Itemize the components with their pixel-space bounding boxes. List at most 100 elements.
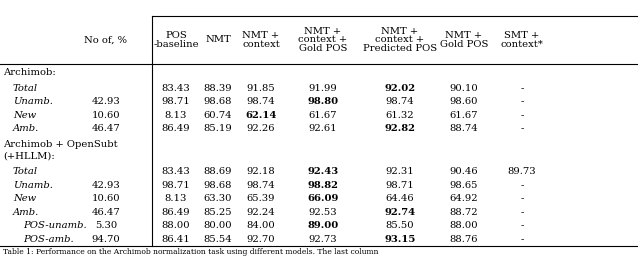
Text: 46.47: 46.47 [92, 208, 120, 217]
Text: context +: context + [298, 35, 348, 45]
Text: 98.74: 98.74 [386, 97, 414, 106]
Text: -: - [520, 84, 524, 93]
Text: 89.73: 89.73 [508, 167, 536, 176]
Text: 60.74: 60.74 [204, 111, 232, 120]
Text: 92.26: 92.26 [247, 124, 275, 133]
Text: 92.82: 92.82 [385, 124, 415, 133]
Text: 88.39: 88.39 [204, 84, 232, 93]
Text: 88.72: 88.72 [450, 208, 478, 217]
Text: POS-unamb.: POS-unamb. [23, 221, 86, 230]
Text: 92.70: 92.70 [246, 235, 275, 244]
Text: 10.60: 10.60 [92, 194, 120, 203]
Text: Archimob + OpenSubt: Archimob + OpenSubt [3, 140, 118, 149]
Text: 98.80: 98.80 [307, 97, 339, 106]
Text: 92.31: 92.31 [386, 167, 414, 176]
Text: -: - [520, 208, 524, 217]
Text: NMT +: NMT + [445, 31, 483, 40]
Text: 90.46: 90.46 [450, 167, 478, 176]
Text: -: - [520, 111, 524, 120]
Text: 98.71: 98.71 [386, 181, 414, 190]
Text: (+HLLM):: (+HLLM): [3, 151, 55, 160]
Text: 42.93: 42.93 [92, 181, 120, 190]
Text: 86.49: 86.49 [162, 208, 190, 217]
Text: Total: Total [13, 84, 38, 93]
Text: 83.43: 83.43 [162, 84, 190, 93]
Text: NMT +: NMT + [381, 27, 419, 36]
Text: Amb.: Amb. [13, 124, 39, 133]
Text: 98.60: 98.60 [450, 97, 478, 106]
Text: POS: POS [165, 31, 187, 40]
Text: Unamb.: Unamb. [13, 97, 53, 106]
Text: context +: context + [376, 35, 424, 45]
Text: 91.85: 91.85 [246, 84, 275, 93]
Text: 98.68: 98.68 [204, 181, 232, 190]
Text: 92.61: 92.61 [308, 124, 337, 133]
Text: Archimob:: Archimob: [3, 68, 56, 77]
Text: -baseline: -baseline [153, 40, 199, 49]
Text: 98.74: 98.74 [246, 97, 275, 106]
Text: Total: Total [13, 167, 38, 176]
Text: 93.15: 93.15 [384, 235, 416, 244]
Text: Predicted POS: Predicted POS [363, 44, 437, 53]
Text: 91.99: 91.99 [308, 84, 337, 93]
Text: 98.82: 98.82 [307, 181, 339, 190]
Text: -: - [520, 97, 524, 106]
Text: context*: context* [500, 40, 543, 49]
Text: 64.46: 64.46 [386, 194, 414, 203]
Text: -: - [520, 221, 524, 230]
Text: 89.00: 89.00 [307, 221, 339, 230]
Text: New: New [13, 194, 36, 203]
Text: 65.39: 65.39 [247, 194, 275, 203]
Text: 64.92: 64.92 [450, 194, 478, 203]
Text: Gold POS: Gold POS [440, 40, 488, 49]
Text: Amb.: Amb. [13, 208, 39, 217]
Text: 85.25: 85.25 [204, 208, 232, 217]
Text: 92.18: 92.18 [246, 167, 275, 176]
Text: 8.13: 8.13 [165, 111, 187, 120]
Text: context: context [242, 40, 280, 49]
Text: 98.71: 98.71 [162, 181, 190, 190]
Text: 83.43: 83.43 [162, 167, 190, 176]
Text: No of, %: No of, % [84, 35, 127, 45]
Text: 98.71: 98.71 [162, 97, 190, 106]
Text: 85.54: 85.54 [204, 235, 232, 244]
Text: 46.47: 46.47 [92, 124, 120, 133]
Text: 61.67: 61.67 [450, 111, 478, 120]
Text: 92.74: 92.74 [385, 208, 415, 217]
Text: 61.32: 61.32 [386, 111, 414, 120]
Text: 63.30: 63.30 [204, 194, 232, 203]
Text: 92.73: 92.73 [308, 235, 337, 244]
Text: Gold POS: Gold POS [299, 44, 347, 53]
Text: 98.65: 98.65 [450, 181, 478, 190]
Text: -: - [520, 235, 524, 244]
Text: 88.76: 88.76 [450, 235, 478, 244]
Text: Table 1: Performance on the Archimob normalization task using different models. : Table 1: Performance on the Archimob nor… [3, 248, 378, 256]
Text: New: New [13, 111, 36, 120]
Text: NMT +: NMT + [243, 31, 280, 40]
Text: 86.41: 86.41 [162, 235, 190, 244]
Text: 92.53: 92.53 [308, 208, 337, 217]
Text: 85.19: 85.19 [204, 124, 232, 133]
Text: 66.09: 66.09 [307, 194, 339, 203]
Text: 84.00: 84.00 [246, 221, 275, 230]
Text: POS-amb.: POS-amb. [23, 235, 74, 244]
Text: 80.00: 80.00 [204, 221, 232, 230]
Text: 62.14: 62.14 [245, 111, 276, 120]
Text: 98.68: 98.68 [204, 97, 232, 106]
Text: NMT +: NMT + [305, 27, 342, 36]
Text: 92.02: 92.02 [385, 84, 415, 93]
Text: 5.30: 5.30 [95, 221, 117, 230]
Text: 92.43: 92.43 [307, 167, 339, 176]
Text: 8.13: 8.13 [165, 194, 187, 203]
Text: 92.24: 92.24 [246, 208, 275, 217]
Text: 85.50: 85.50 [386, 221, 414, 230]
Text: 10.60: 10.60 [92, 111, 120, 120]
Text: 90.10: 90.10 [450, 84, 478, 93]
Text: 94.70: 94.70 [92, 235, 120, 244]
Text: 61.67: 61.67 [308, 111, 337, 120]
Text: 42.93: 42.93 [92, 97, 120, 106]
Text: 98.74: 98.74 [246, 181, 275, 190]
Text: 88.69: 88.69 [204, 167, 232, 176]
Text: 86.49: 86.49 [162, 124, 190, 133]
Text: -: - [520, 181, 524, 190]
